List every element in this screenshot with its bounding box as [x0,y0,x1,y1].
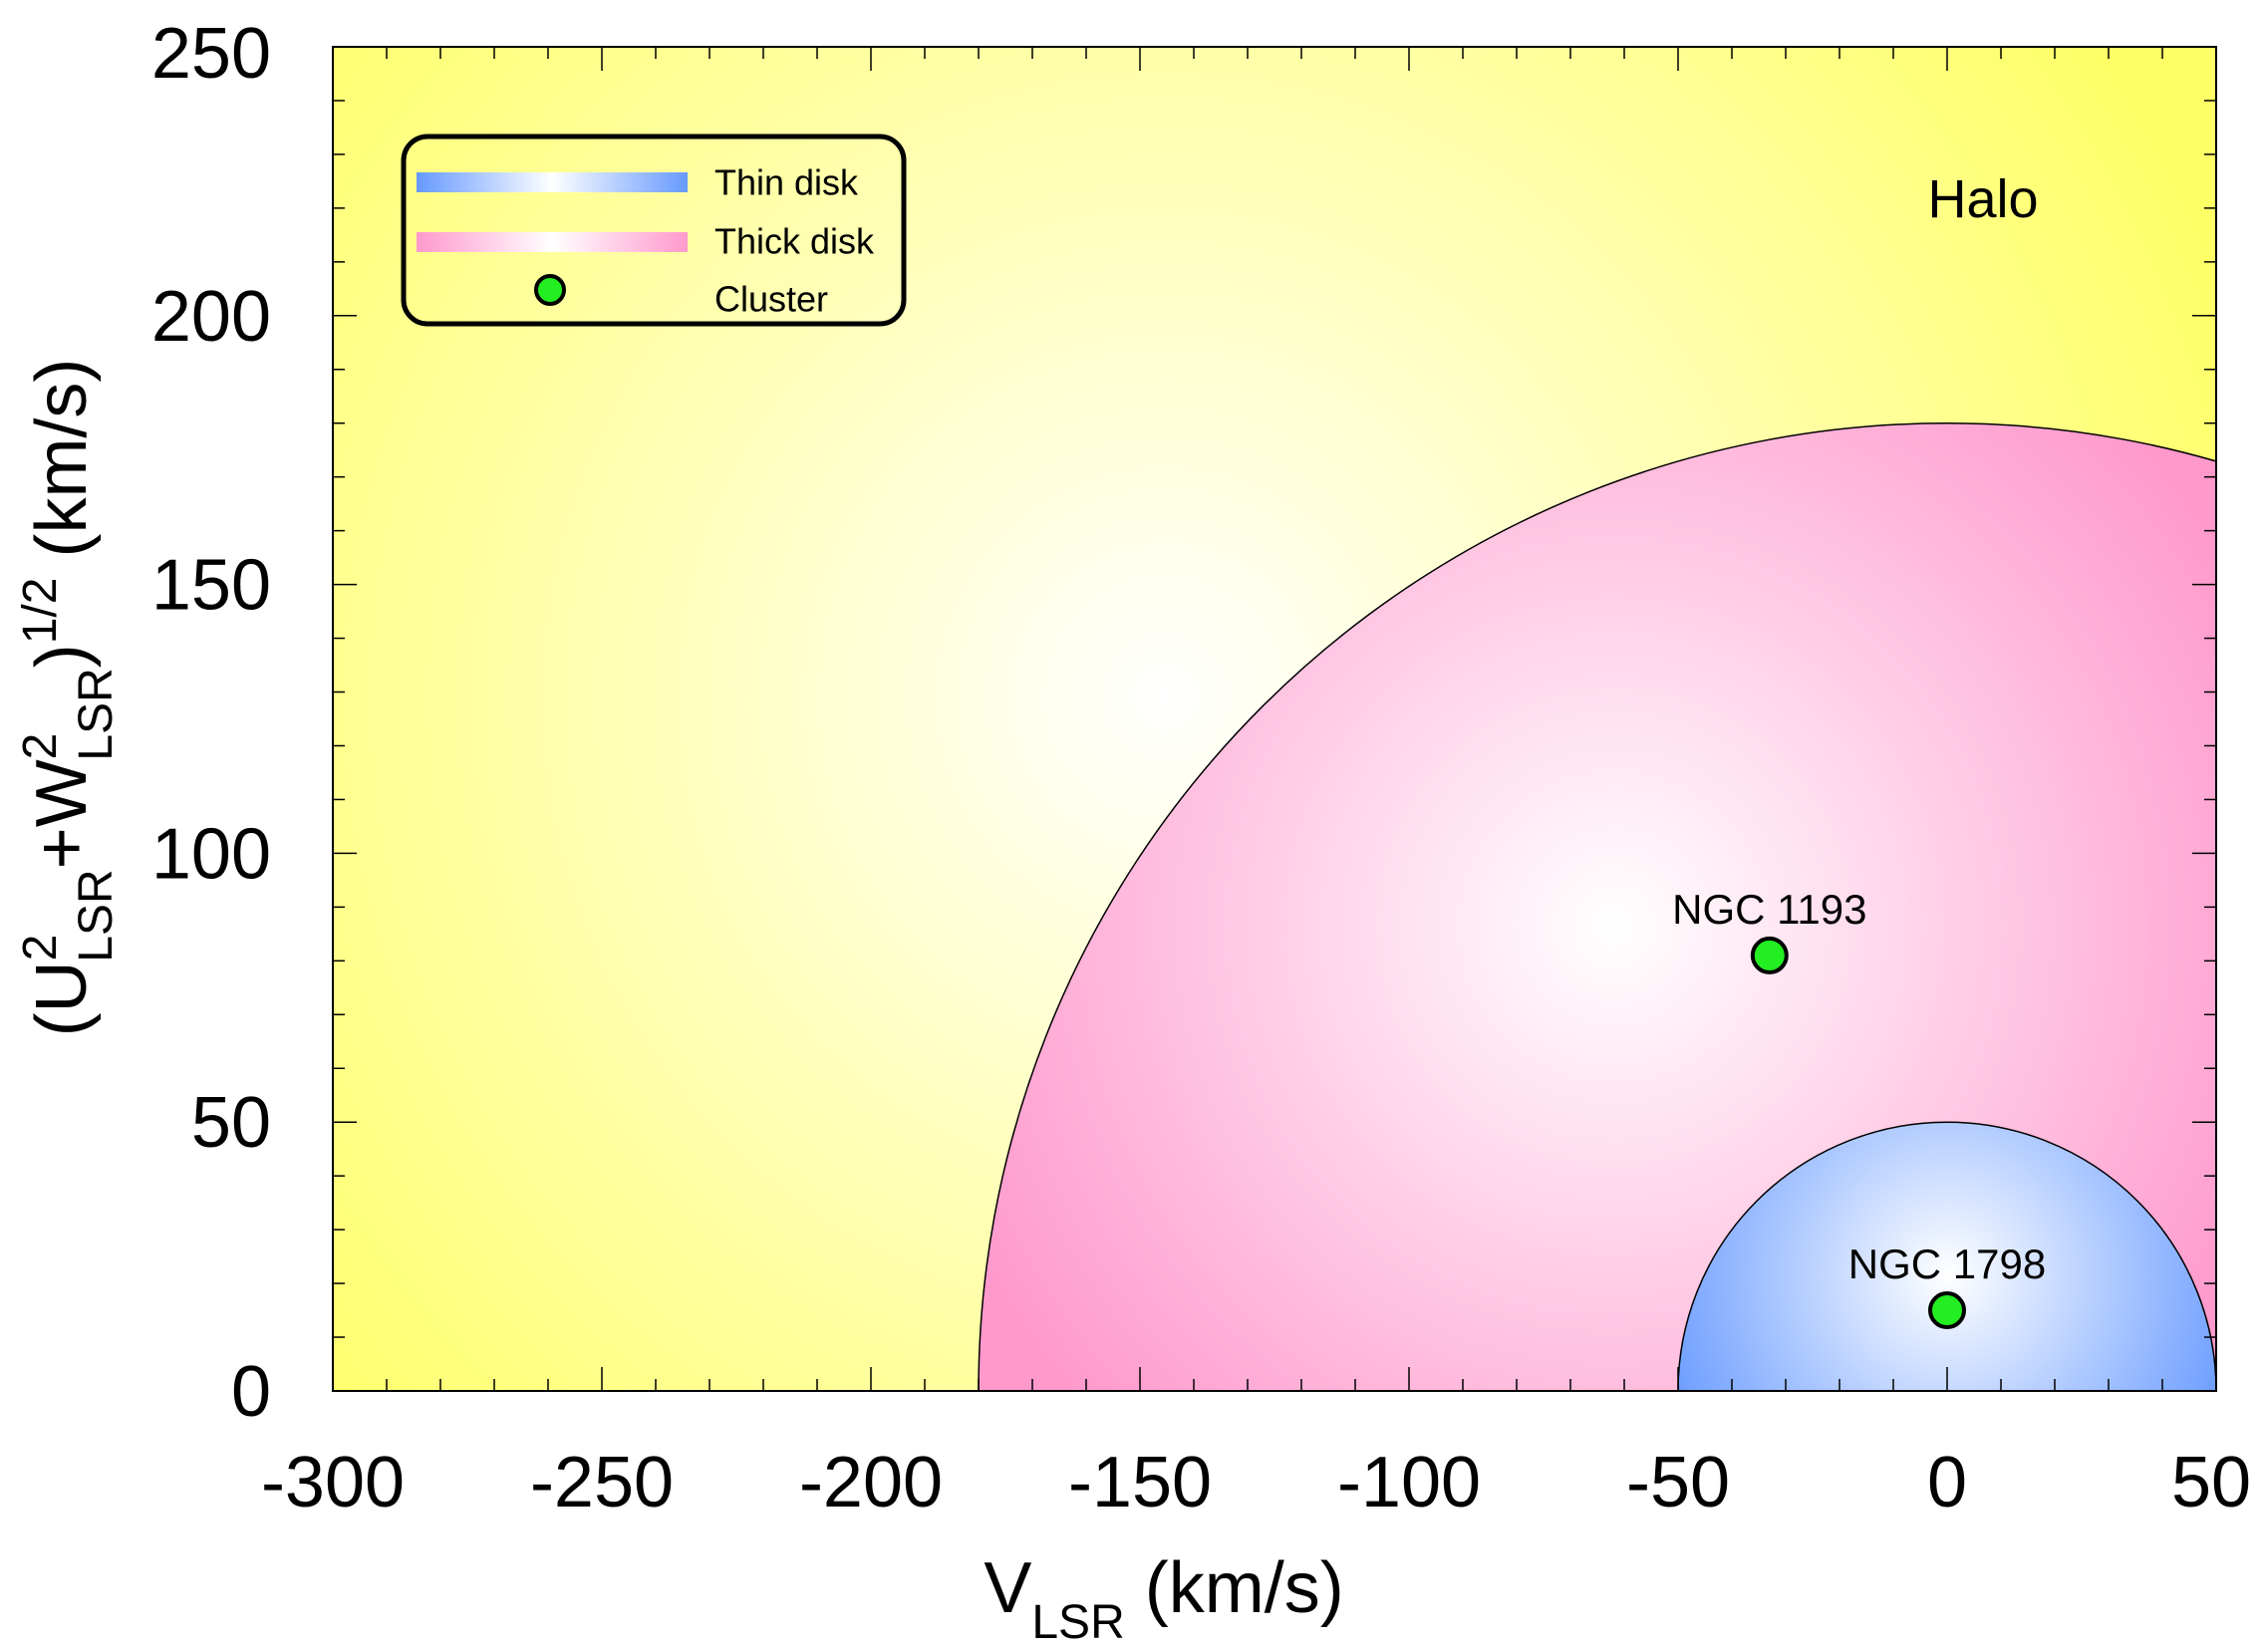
legend-box [401,134,907,327]
legend-label-thick-disk: Thick disk [714,221,875,262]
legend-marker-cluster [534,274,566,306]
legend-swatch-thick-disk [417,232,688,252]
y-tick-label: 50 [191,1083,271,1163]
y-tick-label: 200 [151,277,271,357]
legend-swatch-thin-disk [417,172,688,192]
thin-disk-region [1677,1121,2216,1391]
legend-label-cluster: Cluster [714,279,828,320]
legend: Thin disk Thick disk Cluster [401,134,907,327]
x-tick-label: -300 [261,1443,405,1522]
x-tick-label: -250 [530,1443,674,1522]
halo-label: Halo [1927,169,2038,229]
y-tick-label: 0 [231,1352,271,1432]
y-axis-title: (U2LSR+W2LSR)1/2 (km/s) [14,359,123,1037]
x-tick-label: -150 [1068,1443,1212,1522]
x-tick-label: -100 [1337,1443,1481,1522]
cluster-point-ngc-1798 [1928,1291,1966,1330]
cluster-label-ngc-1798: NGC 1798 [1848,1240,2046,1287]
x-tick-labels: -300 -250 -200 -150 -100 -50 0 50 [261,1443,2251,1522]
axis-ticks [332,46,2217,1392]
plot-frame [332,46,2217,1392]
cluster-points: NGC 1193 NGC 1798 [1672,886,2046,1330]
x-tick-label: 0 [1927,1443,1967,1522]
y-tick-label: 100 [151,814,271,894]
y-tick-label: 150 [151,546,271,626]
legend-label-thin-disk: Thin disk [714,162,859,203]
cluster-label-ngc-1193: NGC 1193 [1672,886,1866,933]
x-tick-label: -50 [1626,1443,1730,1522]
y-tick-labels: 0 50 100 150 200 250 [151,14,271,1432]
x-tick-label: 50 [2171,1443,2251,1522]
cluster-point-ngc-1193 [1750,936,1789,974]
x-tick-label: -200 [799,1443,943,1522]
x-axis-title: VLSR (km/s) [984,1548,1343,1649]
y-tick-label: 250 [151,14,271,94]
